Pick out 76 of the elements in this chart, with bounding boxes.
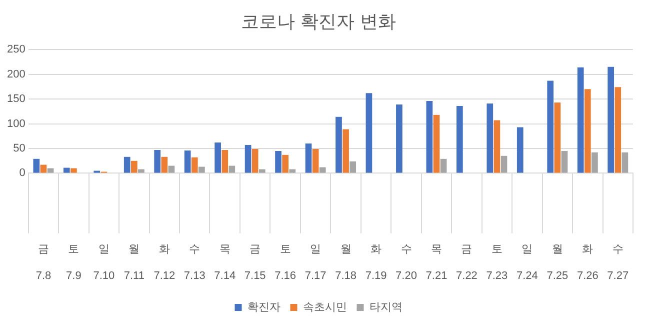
- bar: [608, 66, 614, 173]
- y-tick-label: 200: [6, 68, 26, 80]
- bar: [516, 127, 524, 173]
- bar: [319, 167, 326, 173]
- bar: [592, 152, 598, 173]
- bar: [350, 161, 356, 173]
- legend-label: 확진자: [247, 302, 280, 314]
- category-label: 토 7.9: [66, 243, 82, 282]
- bar: [622, 152, 628, 173]
- category-label: 토 7.23: [486, 243, 508, 282]
- bar: [561, 150, 568, 173]
- category-label: 목 7.14: [214, 243, 236, 282]
- bar: [130, 160, 138, 173]
- bar: [214, 142, 221, 173]
- category-label: 일 7.24: [516, 243, 538, 282]
- bar: [222, 150, 228, 173]
- bar: [433, 114, 440, 173]
- category-label: 월 7.11: [124, 243, 144, 282]
- y-tick-label: 250: [6, 44, 26, 56]
- bar: [366, 93, 372, 173]
- bar: [161, 156, 168, 173]
- y-tick-label: 100: [6, 118, 26, 130]
- bar: [336, 116, 342, 173]
- category-label: 금 7.22: [456, 243, 478, 282]
- bar: [282, 154, 289, 173]
- category-label: 목 7.21: [426, 243, 448, 282]
- bar: [456, 106, 463, 173]
- category-label: 화 7.12: [154, 243, 176, 282]
- y-tick-label: 50: [13, 142, 26, 155]
- chart-title: 코로나 확진자 변화: [240, 11, 396, 32]
- y-tick-label: 0: [19, 167, 26, 180]
- bar: [275, 150, 282, 173]
- bar: [198, 166, 205, 173]
- bar: [500, 156, 508, 173]
- bar: [184, 150, 191, 173]
- bar: [228, 166, 236, 173]
- bar: [547, 80, 554, 173]
- category-label: 금 7.15: [244, 243, 266, 282]
- bar: [258, 169, 266, 173]
- bar: [440, 158, 447, 173]
- bar: [396, 104, 402, 173]
- y-tick-label: 150: [6, 93, 26, 106]
- bar: [342, 129, 349, 173]
- bar: [138, 169, 144, 173]
- legend-label: 타지역: [369, 302, 402, 314]
- bar: [426, 101, 433, 173]
- bar: [577, 67, 584, 173]
- category-label: 금 7.8: [36, 243, 52, 282]
- bar: [486, 103, 494, 173]
- category-label: 월 7.25: [546, 243, 568, 282]
- category-label: 월 7.18: [335, 243, 357, 282]
- bar: [614, 87, 622, 173]
- bar: [554, 102, 561, 173]
- bar: [124, 156, 130, 173]
- bar: [63, 168, 70, 173]
- bar: [191, 157, 198, 173]
- bar: [252, 148, 258, 173]
- category-label: 일 7.10: [93, 243, 115, 282]
- bar: [305, 144, 312, 173]
- category-label: 수 7.27: [607, 243, 629, 282]
- category-label: 화 7.26: [576, 243, 598, 282]
- bar: [312, 148, 319, 173]
- bar: [40, 164, 47, 173]
- category-label: 화 7.19: [365, 243, 387, 282]
- legend-label: 속초시민: [302, 302, 347, 314]
- category-label: 토 7.16: [274, 243, 296, 282]
- bar: [289, 169, 296, 173]
- bar: [70, 168, 77, 173]
- category-label: 수 7.13: [184, 243, 206, 282]
- category-label: 수 7.20: [396, 243, 417, 282]
- bar: [584, 89, 591, 173]
- category-label: 일 7.17: [304, 243, 326, 282]
- bar: [154, 150, 161, 173]
- bar: [33, 158, 40, 173]
- bar: [244, 145, 252, 173]
- bar: [494, 120, 500, 173]
